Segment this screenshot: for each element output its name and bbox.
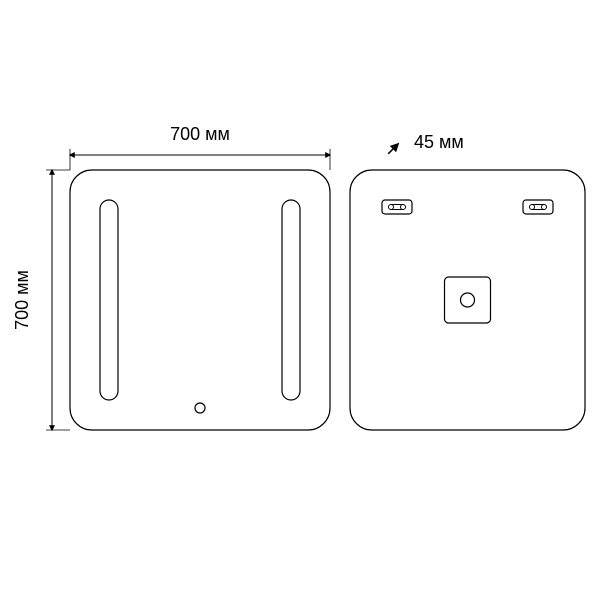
diagram-svg: 700 мм 700 мм 45 мм bbox=[0, 0, 600, 600]
width-label: 700 мм bbox=[170, 124, 230, 144]
light-strip-right bbox=[282, 200, 300, 400]
mount-bracket bbox=[530, 205, 547, 210]
height-label: 700 мм bbox=[12, 270, 32, 330]
front-panel bbox=[70, 170, 330, 430]
cable-hole-icon bbox=[461, 293, 475, 307]
spec-diagram: 700 мм 700 мм 45 мм bbox=[0, 0, 600, 600]
light-strip-left bbox=[100, 200, 118, 400]
mount-bracket bbox=[389, 205, 406, 210]
rear-panel bbox=[350, 170, 585, 430]
depth-label: 45 мм bbox=[414, 132, 464, 152]
junction-box bbox=[445, 277, 491, 323]
touch-button-icon bbox=[195, 403, 205, 413]
depth-arrow-icon bbox=[388, 144, 398, 154]
